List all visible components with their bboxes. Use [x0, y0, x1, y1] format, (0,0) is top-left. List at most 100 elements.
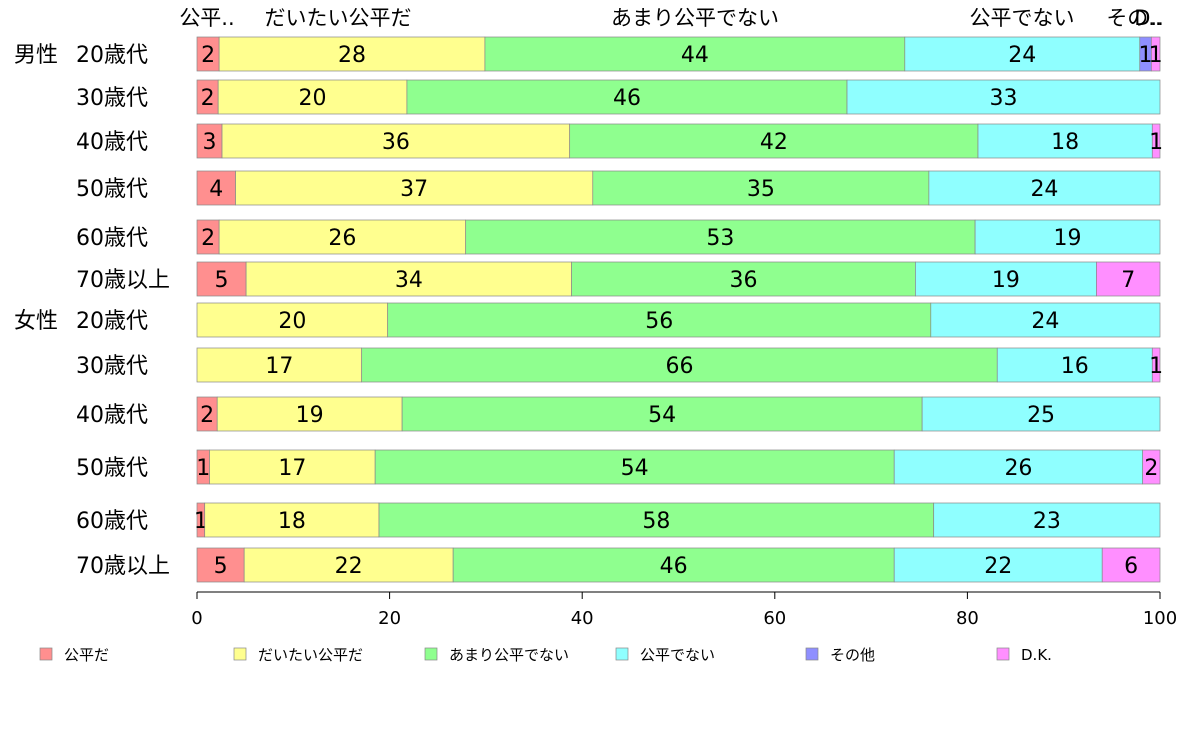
top-label: だいたい公平だ: [265, 6, 412, 30]
bar-value-label: 66: [665, 354, 693, 379]
age-label: 40歳代: [76, 403, 148, 428]
bar-value-label: 1: [1149, 354, 1163, 379]
bar-value-label: 6: [1124, 554, 1138, 579]
bar-segment: [996, 347, 1153, 383]
bar-segment: [196, 123, 223, 159]
legend-label: あまり公平でない: [449, 646, 569, 664]
bar-value-label: 5: [214, 554, 228, 579]
x-tick-label: 100: [1143, 608, 1177, 629]
bar-value-label: 46: [660, 554, 688, 579]
bar-value-label: 58: [642, 509, 670, 534]
bar-value-label: 5: [215, 268, 229, 293]
age-label: 70歳以上: [76, 554, 170, 579]
bar-segment: [846, 79, 1161, 115]
bars: 2 28 44 24 112 20 46 333 36 42 18 14 37 35 242 26 53 195 3…: [194, 36, 1163, 583]
bar-value-label: 35: [747, 177, 775, 202]
bar-value-label: 7: [1121, 268, 1135, 293]
bar-segment: [406, 79, 848, 115]
bar-value-label: 1: [1149, 130, 1163, 155]
bar-value-label: 46: [613, 86, 641, 111]
bar-value-label: 3: [203, 130, 217, 155]
bar-value-label: 54: [621, 456, 649, 481]
bar-value-label: 2: [201, 86, 215, 111]
group-label: 女性: [14, 309, 58, 334]
bar-value-label: 23: [1033, 509, 1061, 534]
bar-value-label: 16: [1061, 354, 1089, 379]
bar-segment: [401, 396, 923, 432]
bar-value-label: 22: [984, 554, 1012, 579]
top-category-labels: 公平.. だいたい公平だ あまり公平でない 公平でない その..D..: [179, 6, 1163, 30]
legend-swatch: [233, 647, 247, 661]
bar-segment: [235, 170, 594, 206]
age-label: 50歳代: [76, 177, 148, 202]
bar-segment: [204, 502, 380, 538]
x-tick-label: 80: [956, 608, 979, 629]
bar-segment: [243, 547, 454, 583]
bar-segment: [196, 261, 247, 297]
bar-segment: [893, 547, 1103, 583]
bar-value-label: 4: [209, 177, 223, 202]
x-tick-label: 0: [191, 608, 202, 629]
bar-value-label: 20: [299, 86, 327, 111]
top-label: あまり公平でない: [611, 6, 779, 30]
bar-value-label: 28: [338, 43, 366, 68]
bar-value-label: 17: [278, 456, 306, 481]
top-label: 公平でない: [970, 6, 1075, 30]
bar-value-label: 19: [296, 403, 324, 428]
bar-value-label: 19: [992, 268, 1020, 293]
bar-value-label: 2: [1144, 456, 1158, 481]
age-label: 70歳以上: [76, 268, 170, 293]
bar-value-label: 42: [760, 130, 788, 155]
x-tick-label: 40: [571, 608, 594, 629]
bar-value-label: 24: [1031, 309, 1059, 334]
bar-value-label: 44: [681, 43, 709, 68]
bar-segment: [915, 261, 1097, 297]
bar-value-label: 18: [1051, 130, 1079, 155]
bar-value-label: 36: [730, 268, 758, 293]
legend-label: 公平だ: [64, 646, 109, 664]
bar-value-label: 1: [1139, 43, 1153, 68]
legend-label: D.K.: [1021, 646, 1052, 664]
bar-segment: [930, 302, 1161, 338]
bar-segment: [209, 449, 376, 485]
x-tick-label: 20: [378, 608, 401, 629]
bar-value-label: 1: [196, 456, 210, 481]
top-label: D..: [1134, 6, 1164, 30]
bar-segment: [378, 502, 935, 538]
bar-segment: [1151, 347, 1161, 383]
bar-segment: [196, 347, 363, 383]
bar-segment: [933, 502, 1161, 538]
bar-segment: [592, 170, 930, 206]
bar-value-label: 26: [328, 226, 356, 251]
bar-value-label: 2: [201, 226, 215, 251]
bar-value-label: 56: [645, 309, 673, 334]
bar-segment: [921, 396, 1161, 432]
bar-segment: [221, 123, 571, 159]
bar-value-label: 17: [265, 354, 293, 379]
bar-segment: [218, 219, 467, 255]
age-label: 50歳代: [76, 456, 148, 481]
age-label: 60歳代: [76, 226, 148, 251]
age-label: 20歳代: [76, 43, 148, 68]
legend: 公平だ だいたい公平だ あまり公平でない 公平でない その他 D.K.: [39, 646, 1052, 664]
bar-segment: [893, 449, 1144, 485]
bar-segment: [1101, 547, 1161, 583]
bar-segment: [196, 547, 245, 583]
legend-swatch: [805, 647, 819, 661]
bar-value-label: 24: [1008, 43, 1036, 68]
bar-value-label: 25: [1027, 403, 1055, 428]
legend-label: だいたい公平だ: [258, 646, 363, 664]
bar-segment: [569, 123, 979, 159]
legend-swatch: [424, 647, 438, 661]
bar-segment: [974, 219, 1161, 255]
bar-segment: [374, 449, 895, 485]
legend-swatch: [996, 647, 1010, 661]
age-label: 40歳代: [76, 130, 148, 155]
bar-segment: [977, 123, 1153, 159]
bar-segment: [196, 170, 236, 206]
bar-segment: [1142, 449, 1161, 485]
age-label: 60歳代: [76, 509, 148, 534]
bar-segment: [928, 170, 1161, 206]
bar-value-label: 53: [706, 226, 734, 251]
